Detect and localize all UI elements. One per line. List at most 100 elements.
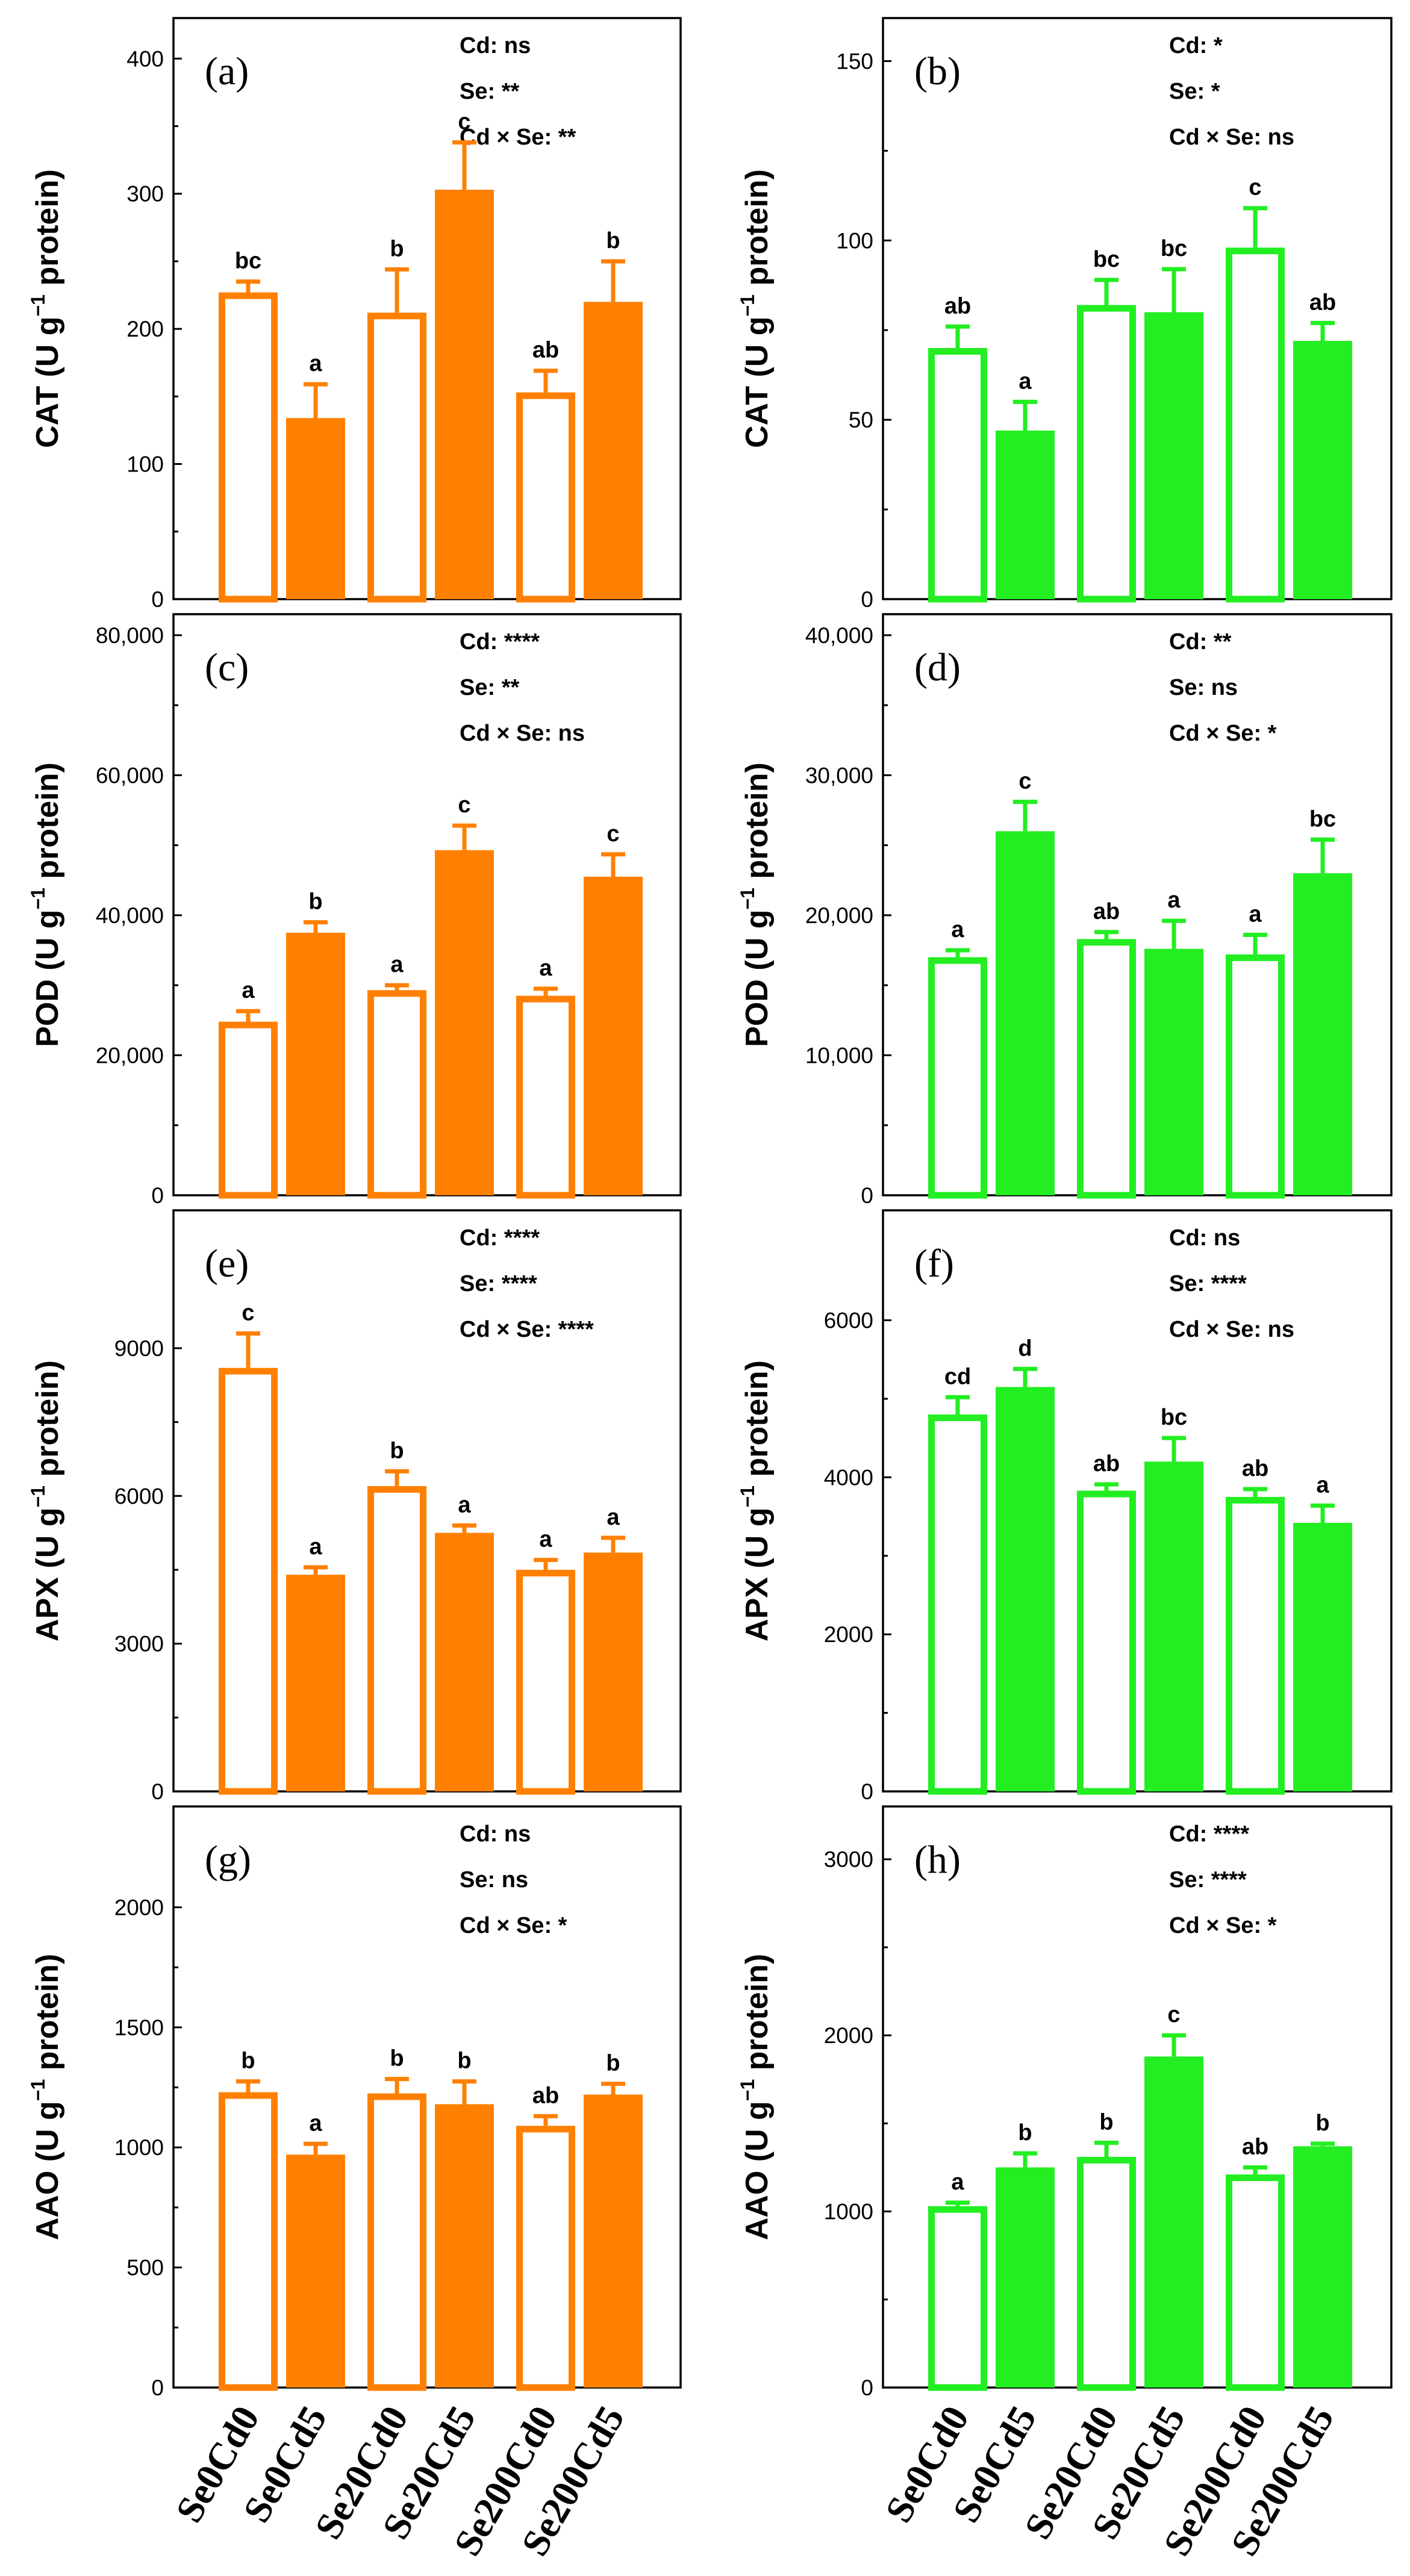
bar-Se200Cd5 bbox=[584, 1552, 643, 1791]
bar-Se0Cd5 bbox=[996, 1387, 1055, 1791]
stat-line: Cd × Se: ns bbox=[1169, 125, 1294, 150]
y-tick-label: 0 bbox=[151, 2375, 164, 2400]
x-axis-labels-right: Se0Cd0Se0Cd5Se20Cd0Se20Cd5Se200Cd0Se200C… bbox=[877, 2399, 1342, 2563]
significance-letter: b bbox=[457, 2049, 471, 2074]
significance-letter: b bbox=[1018, 2120, 1032, 2145]
bar-Se20Cd0 bbox=[1077, 305, 1136, 603]
panel-h: 0 1000 2000 3000 AAO (U g−1 protein) (h) Cd: *… bbox=[737, 1805, 1393, 2400]
significance-letter: b bbox=[1315, 2111, 1329, 2136]
bar-Se200Cd0 bbox=[1226, 2174, 1285, 2391]
stat-line: Cd: * bbox=[1169, 33, 1223, 58]
bar-Se0Cd5 bbox=[996, 431, 1055, 599]
y-tick-label: 6000 bbox=[114, 1484, 164, 1508]
panel-label: (d) bbox=[914, 646, 961, 689]
y-tick-label: 0 bbox=[861, 1779, 873, 1804]
panel-d: 0 10,000 20,000 30,000 40,000 POD (U g−1 prot… bbox=[737, 613, 1393, 1208]
y-tick-label: 300 bbox=[126, 182, 164, 207]
y-tick-label: 3000 bbox=[824, 1847, 873, 1872]
panel-label: (h) bbox=[914, 1838, 961, 1882]
stat-line: Cd: **** bbox=[1169, 1822, 1249, 1847]
panel-label: (e) bbox=[205, 1242, 249, 1286]
y-tick-label: 20,000 bbox=[96, 1043, 164, 1068]
y-tick-label: 2000 bbox=[824, 1622, 873, 1647]
bar-Se20Cd5 bbox=[435, 1532, 494, 1791]
bar-Se0Cd5 bbox=[286, 1575, 345, 1791]
significance-letter: a bbox=[390, 952, 404, 977]
bar-Se200Cd0 bbox=[1226, 247, 1285, 603]
stat-line: Se: ** bbox=[460, 79, 519, 104]
bar-Se0Cd0 bbox=[219, 1021, 278, 1199]
y-axis-label: CAT (U g−1 protein) bbox=[737, 169, 775, 448]
bar-Se20Cd5 bbox=[1144, 1461, 1203, 1791]
bar-Se200Cd5 bbox=[1293, 1523, 1352, 1791]
panel-label: (a) bbox=[205, 49, 249, 93]
bar-Se20Cd5 bbox=[435, 2104, 494, 2388]
panel-frame bbox=[172, 613, 682, 1196]
significance-letter: a bbox=[1167, 888, 1181, 913]
significance-letter: ab bbox=[1242, 2134, 1268, 2159]
y-axis-label: POD (U g−1 protein) bbox=[27, 762, 65, 1047]
bar-Se200Cd5 bbox=[584, 302, 643, 599]
significance-letter: b bbox=[241, 2049, 255, 2074]
stat-line: Cd × Se: * bbox=[1169, 721, 1277, 746]
y-tick-label: 10,000 bbox=[805, 1043, 873, 1068]
significance-letter: cd bbox=[944, 1364, 971, 1389]
bar-Se200Cd5 bbox=[584, 876, 643, 1195]
stat-line: Cd × Se: * bbox=[1169, 1913, 1277, 1938]
bar-Se0Cd0 bbox=[928, 348, 987, 603]
significance-letter: b bbox=[390, 2046, 404, 2071]
significance-letter: c bbox=[458, 792, 470, 818]
bar-Se20Cd0 bbox=[1077, 2156, 1136, 2391]
y-tick-label: 3000 bbox=[114, 1632, 164, 1657]
stat-line: Se: ns bbox=[460, 1867, 528, 1893]
bar-Se0Cd0 bbox=[928, 957, 987, 1199]
significance-letter: ab bbox=[1309, 290, 1336, 315]
panel-frame bbox=[172, 1805, 682, 2389]
stat-line: Cd × Se: ns bbox=[1169, 1317, 1294, 1342]
panel-frame bbox=[172, 1209, 682, 1793]
significance-letter: a bbox=[1316, 1472, 1329, 1498]
bar-Se20Cd0 bbox=[367, 1486, 426, 1795]
y-axis-label: APX (U g−1 protein) bbox=[27, 1360, 65, 1641]
y-tick-label: 400 bbox=[126, 46, 164, 71]
significance-letter: a bbox=[242, 978, 255, 1003]
x-axis-labels-left: Se0Cd0Se0Cd5Se20Cd0Se20Cd5Se200Cd0Se200C… bbox=[167, 2399, 632, 2563]
bar-Se0Cd0 bbox=[928, 1414, 987, 1795]
bar-Se20Cd0 bbox=[367, 2093, 426, 2391]
y-tick-label: 0 bbox=[861, 2375, 873, 2400]
significance-letter: a bbox=[951, 2170, 964, 2195]
bar-Se200Cd5 bbox=[1293, 873, 1352, 1195]
bar-Se20Cd5 bbox=[435, 850, 494, 1195]
bar-Se0Cd5 bbox=[996, 831, 1055, 1195]
significance-letter: a bbox=[539, 1527, 552, 1552]
bar-Se20Cd0 bbox=[1077, 1490, 1136, 1795]
significance-letter: c bbox=[1167, 2002, 1180, 2027]
significance-letter: a bbox=[309, 1534, 322, 1560]
y-axis-label: CAT (U g−1 protein) bbox=[27, 169, 65, 448]
y-tick-label: 0 bbox=[151, 587, 164, 612]
y-tick-label: 40,000 bbox=[805, 623, 873, 648]
panel-frame bbox=[882, 1805, 1393, 2389]
significance-letter: b bbox=[390, 1438, 404, 1463]
y-tick-label: 500 bbox=[126, 2256, 164, 2280]
y-tick-label: 2000 bbox=[114, 1895, 164, 1920]
significance-letter: bc bbox=[235, 249, 261, 274]
stat-line: Cd: ns bbox=[1169, 1225, 1240, 1251]
significance-letter: d bbox=[1018, 1336, 1032, 1361]
panel-label: (f) bbox=[914, 1242, 954, 1286]
significance-letter: c bbox=[458, 109, 470, 134]
panel-frame bbox=[882, 613, 1393, 1196]
significance-letter: bc bbox=[1161, 1405, 1187, 1430]
panel-b: 0 50 100 150 CAT (U g−1 protein) (b) Cd: * Se: … bbox=[737, 17, 1393, 612]
significance-letter: b bbox=[390, 236, 404, 261]
stat-line: Cd × Se: ns bbox=[460, 721, 585, 746]
significance-letter: bc bbox=[1093, 247, 1120, 272]
bar-Se0Cd5 bbox=[286, 418, 345, 599]
significance-letter: b bbox=[606, 228, 620, 254]
bar-Se0Cd5 bbox=[996, 2167, 1055, 2388]
bar-Se0Cd0 bbox=[219, 292, 278, 603]
stat-line: Cd: **** bbox=[460, 1225, 540, 1251]
significance-letter: c bbox=[242, 1300, 254, 1325]
significance-letter: a bbox=[951, 917, 964, 942]
